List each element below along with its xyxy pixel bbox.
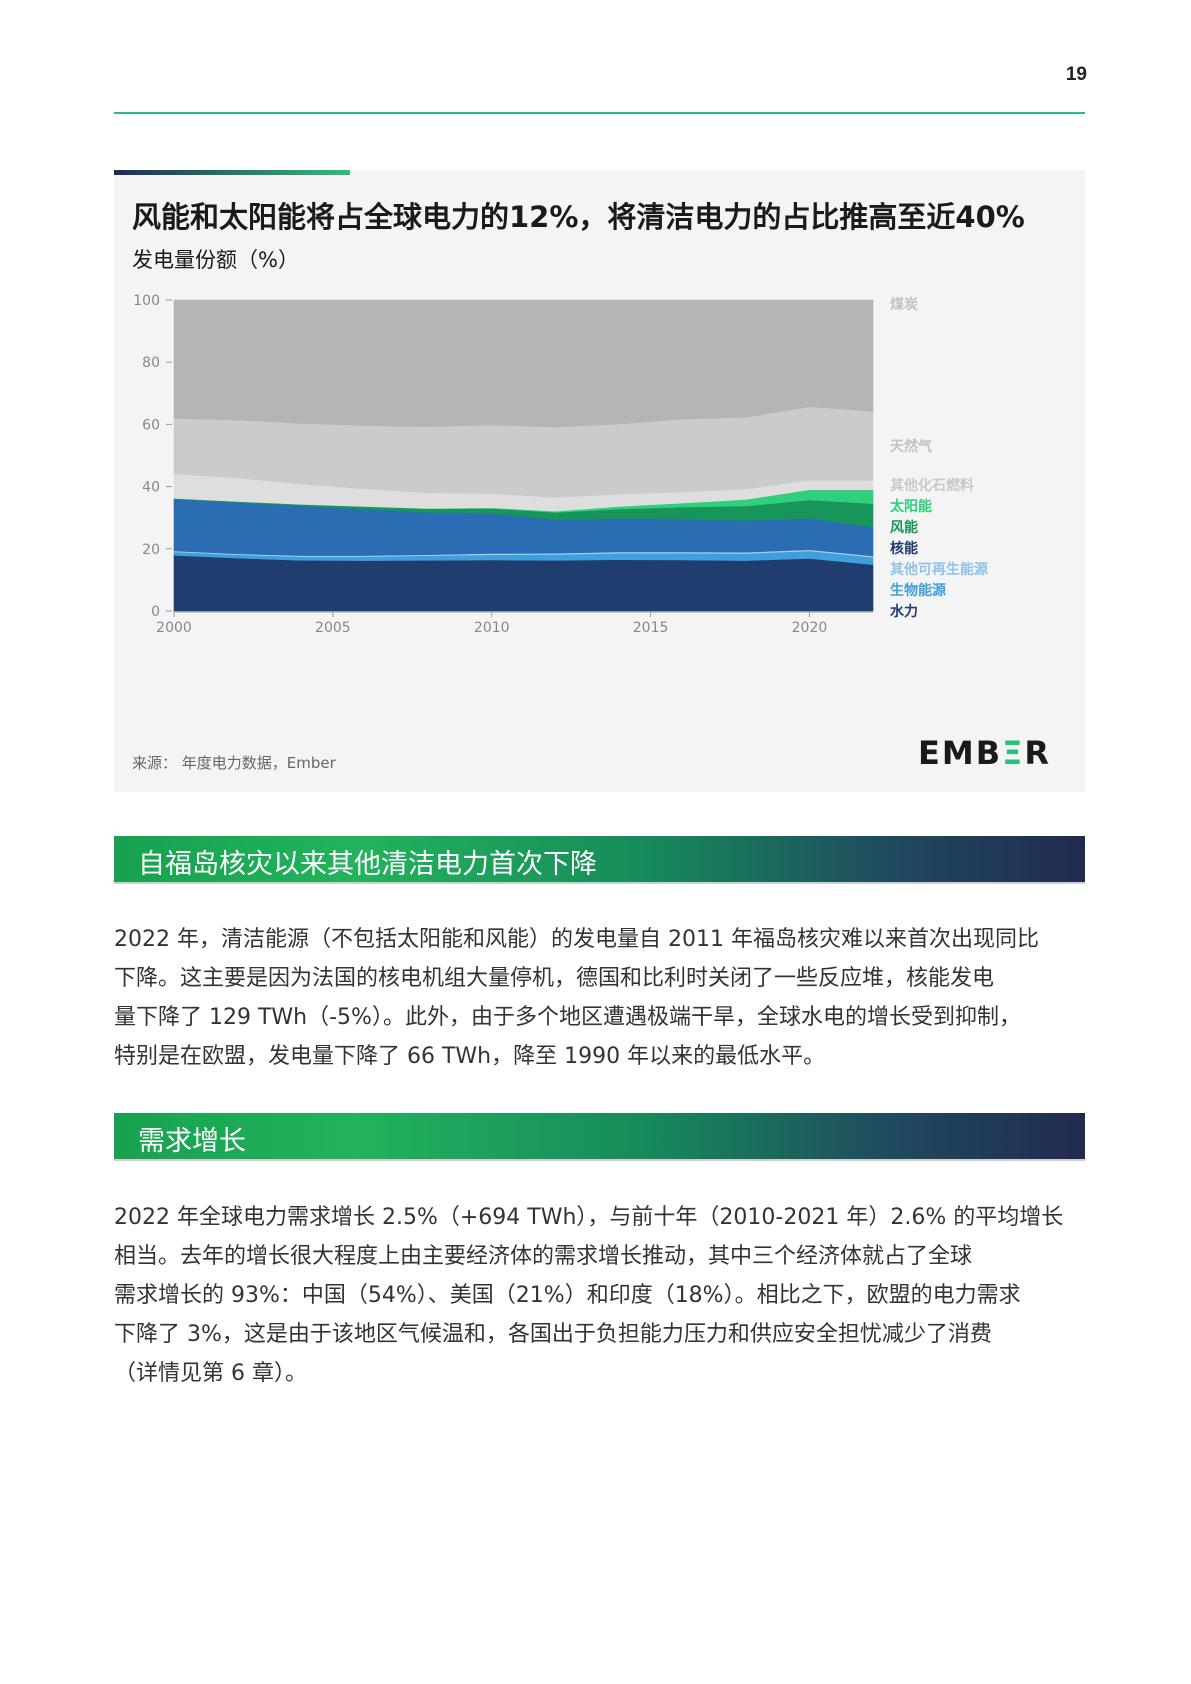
paragraph-line: 下降了 3%，这是由于该地区气候温和，各国出于负担能力压力和供应安全担忧减少了消… (114, 1322, 992, 1347)
header-rule (114, 112, 1085, 114)
section-heading: 自福岛核灾以来其他清洁电力首次下降 (138, 849, 597, 880)
paragraph-line: 需求增长的 93%：中国（54%）、美国（21%）和印度（18%）。相比之下，欧… (114, 1283, 1021, 1308)
logo-text-right: R (1024, 734, 1051, 772)
legend-label-太阳能: 太阳能 (890, 498, 932, 515)
legend-label-其他化石燃料: 其他化石燃料 (890, 477, 974, 494)
legend-label-其他可再生能源: 其他可再生能源 (890, 561, 988, 578)
section-heading: 需求增长 (138, 1126, 246, 1157)
section-heading-bar: 自福岛核灾以来其他清洁电力首次下降 (114, 836, 1085, 884)
paragraph-line: 2022 年，清洁能源（不包括太阳能和风能）的发电量自 2011 年福岛核灾难以… (114, 927, 1039, 952)
page-number: 19 (1065, 64, 1087, 85)
y-tick-label: 20 (142, 542, 160, 558)
y-tick-label: 80 (142, 355, 160, 371)
paragraph-line: 2022 年全球电力需求增长 2.5%（+694 TWh），与前十年（2010-… (114, 1205, 1064, 1230)
legend-label-水力: 水力 (890, 603, 918, 620)
paragraph-line: 下降。这主要是因为法国的核电机组大量停机，德国和比利时关闭了一些反应堆，核能发电 (114, 966, 995, 991)
legend-label-风能: 风能 (890, 519, 918, 536)
y-tick-label: 100 (133, 293, 160, 309)
paragraph-line: 相当。去年的增长很大程度上由主要经济体的需求增长推动，其中三个经济体就占了全球 (114, 1244, 973, 1269)
area-煤炭 (173, 299, 874, 428)
paragraph-line: （详情见第 6 章）。 (114, 1361, 307, 1386)
chart-subtitle: 发电量份额（%） (132, 248, 299, 272)
x-tick-label: 2010 (474, 620, 510, 636)
legend-label-生物能源: 生物能源 (890, 582, 946, 599)
paragraph-line: 特别是在欧盟，发电量下降了 66 TWh，降至 1990 年以来的最低水平。 (114, 1044, 826, 1069)
paragraph: 2022 年，清洁能源（不包括太阳能和风能）的发电量自 2011 年福岛核灾难以… (114, 920, 1088, 1076)
legend-label-核能: 核能 (890, 540, 918, 557)
logo-e-mark: Ξ (1002, 734, 1025, 772)
chart-card: 风能和太阳能将占全球电力的12%，将清洁电力的占比推高至近40% 发电量份额（%… (114, 170, 1085, 792)
x-tick-label: 2015 (633, 620, 669, 636)
legend-label-天然气: 天然气 (890, 438, 932, 455)
paragraph-line: 量下降了 129 TWh（-5%）。此外，由于多个地区遭遇极端干旱，全球水电的增… (114, 1005, 1021, 1030)
chart-title: 风能和太阳能将占全球电力的12%，将清洁电力的占比推高至近40% (132, 200, 1025, 234)
x-tick-label: 2020 (792, 620, 828, 636)
logo-text-left: EMB (918, 734, 1003, 772)
area-水力 (173, 554, 874, 612)
y-tick-label: 60 (142, 417, 160, 433)
card-accent-bar (114, 170, 350, 175)
ember-logo: EMBΞR (918, 734, 1051, 772)
section-heading-bar: 需求增长 (114, 1113, 1085, 1161)
x-tick-label: 2000 (156, 620, 192, 636)
y-tick-label: 0 (151, 604, 160, 620)
y-tick-label: 40 (142, 480, 160, 496)
chart-source: 来源： 年度电力数据，Ember (132, 754, 336, 772)
x-tick-label: 2005 (315, 620, 351, 636)
legend-label-煤炭: 煤炭 (890, 296, 918, 313)
paragraph: 2022 年全球电力需求增长 2.5%（+694 TWh），与前十年（2010-… (114, 1198, 1088, 1393)
